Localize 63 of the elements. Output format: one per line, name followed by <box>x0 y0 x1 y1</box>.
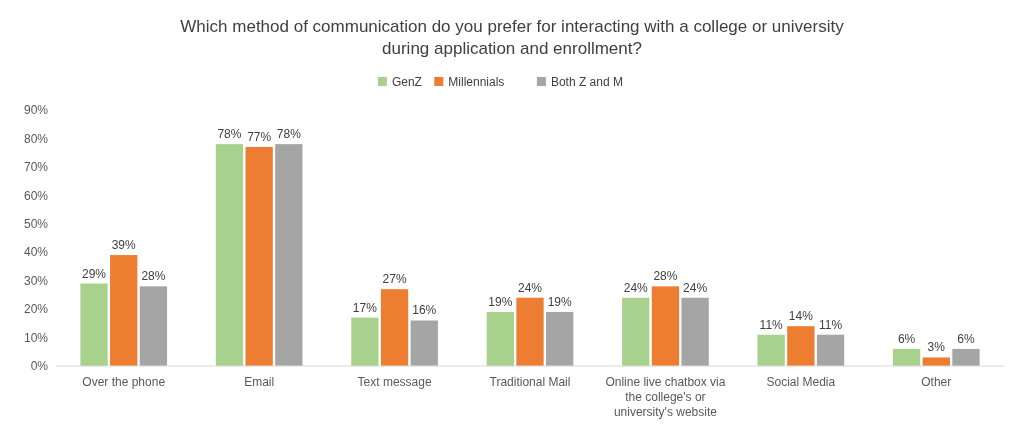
data-label: 78% <box>276 127 302 142</box>
bar <box>787 326 815 366</box>
x-tick-label: Social Media <box>766 375 836 389</box>
data-label: 17% <box>352 300 378 315</box>
data-label: 29% <box>82 266 107 281</box>
data-label: 77% <box>247 129 272 144</box>
data-label: 19% <box>488 294 513 309</box>
bar <box>410 320 438 366</box>
bar <box>245 146 273 366</box>
data-label: 6% <box>957 331 975 346</box>
bar <box>892 348 921 366</box>
bar <box>80 283 108 366</box>
data-label: 28% <box>653 269 678 284</box>
bar <box>546 311 574 366</box>
y-tick-label: 70% <box>23 160 49 175</box>
data-label: 24% <box>623 280 649 295</box>
bar <box>757 334 785 366</box>
data-label: 14% <box>788 309 814 324</box>
x-tick-label: Online live chatbox via the college's or university's website <box>605 375 726 419</box>
data-label: 16% <box>412 303 437 318</box>
bar <box>651 286 680 366</box>
bar <box>681 297 709 366</box>
y-tick-label: 50% <box>23 216 49 231</box>
data-label: 11% <box>759 317 784 332</box>
x-tick-label: Email <box>244 375 275 389</box>
bar <box>215 144 244 366</box>
bar <box>380 289 409 366</box>
y-tick-label: 10% <box>23 330 49 345</box>
data-label: 39% <box>111 238 137 253</box>
y-tick-label: 0% <box>30 359 49 374</box>
y-tick-label: 40% <box>23 245 49 260</box>
bar <box>351 317 379 366</box>
bar <box>922 357 950 366</box>
y-tick-label: 20% <box>23 302 49 317</box>
x-tick-label: Over the phone <box>82 375 166 389</box>
data-label: 3% <box>927 340 946 355</box>
bar <box>952 348 980 366</box>
legend-label: Both Z and M <box>550 75 623 89</box>
y-tick-label: 60% <box>23 188 49 203</box>
bar <box>275 144 303 366</box>
data-label: 24% <box>517 280 543 295</box>
data-label: 6% <box>897 331 916 346</box>
legend-label: GenZ <box>391 75 422 89</box>
x-tick-label: Traditional Mail <box>489 375 571 389</box>
bar <box>139 286 168 366</box>
bar <box>110 255 138 366</box>
x-tick-label: Text message <box>357 375 432 389</box>
y-tick-label: 80% <box>23 131 49 146</box>
data-label: 28% <box>141 269 166 284</box>
data-label: 24% <box>683 280 708 295</box>
data-label: 78% <box>217 127 242 142</box>
bar <box>622 297 650 366</box>
bar <box>516 297 544 366</box>
legend-label: Millennials <box>448 75 505 89</box>
chart-title: Which method of communication do you prefer for interacting with a college or university during application and enrollment? <box>180 17 845 58</box>
data-label: 27% <box>382 272 407 287</box>
data-label: 11% <box>818 317 843 332</box>
bar <box>816 334 845 366</box>
data-label: 19% <box>547 294 573 309</box>
y-tick-label: 90% <box>23 103 49 118</box>
y-tick-label: 30% <box>23 273 49 288</box>
bar <box>486 311 514 366</box>
x-tick-label: Other <box>921 375 952 389</box>
